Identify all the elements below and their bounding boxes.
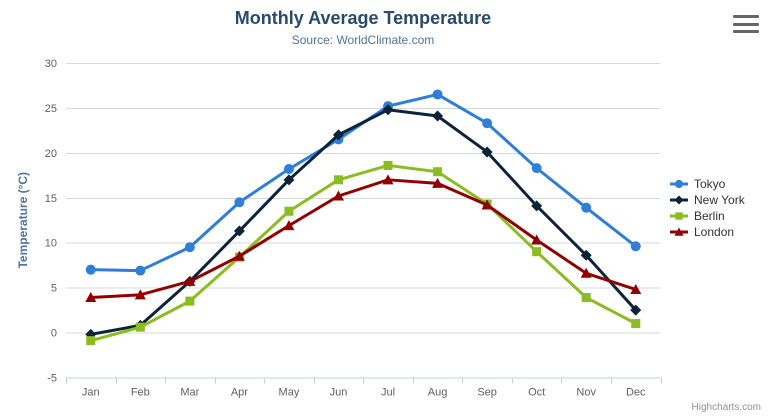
- x-axis-label: Dec: [626, 387, 646, 399]
- series-tokyo: [85, 89, 641, 276]
- data-point[interactable]: [185, 296, 195, 306]
- data-point[interactable]: [332, 129, 344, 141]
- chart-subtitle: Source: WorldClimate.com: [291, 33, 435, 47]
- data-point[interactable]: [233, 250, 245, 261]
- data-point[interactable]: [674, 195, 684, 205]
- y-axis-label: 5: [51, 283, 57, 295]
- series-london: [85, 174, 642, 303]
- legend-symbol-square-icon: [670, 212, 688, 220]
- y-axis-label: -5: [47, 373, 57, 385]
- x-axis-label: Jan: [82, 387, 100, 399]
- data-point[interactable]: [233, 225, 245, 237]
- data-point[interactable]: [674, 227, 684, 236]
- x-axis-label: Nov: [576, 387, 596, 399]
- data-point[interactable]: [630, 304, 642, 316]
- series-line-london[interactable]: [89, 178, 638, 300]
- data-point[interactable]: [432, 177, 444, 188]
- export-menu-button[interactable]: [733, 14, 759, 34]
- y-axis-label: 0: [51, 328, 57, 340]
- data-point[interactable]: [580, 249, 592, 261]
- data-point[interactable]: [283, 164, 294, 175]
- data-point[interactable]: [383, 160, 393, 170]
- data-point[interactable]: [382, 104, 394, 116]
- legend-symbol-diamond-icon: [670, 195, 688, 205]
- legend-item-berlin[interactable]: Berlin: [669, 208, 745, 224]
- y-axis-label: 15: [45, 193, 57, 205]
- data-point[interactable]: [675, 212, 683, 220]
- data-point[interactable]: [432, 110, 444, 122]
- data-point[interactable]: [85, 292, 97, 303]
- legend-label: New York: [694, 193, 745, 207]
- legend-label: London: [694, 225, 735, 239]
- data-point[interactable]: [580, 267, 592, 278]
- data-point[interactable]: [482, 118, 493, 129]
- data-point[interactable]: [432, 89, 443, 100]
- data-point[interactable]: [481, 199, 493, 210]
- x-axis-label: Jul: [381, 387, 395, 399]
- legend-item-london[interactable]: London: [669, 224, 745, 240]
- data-point[interactable]: [531, 163, 542, 174]
- data-point[interactable]: [531, 234, 543, 245]
- chart-title: Monthly Average Temperature: [234, 8, 492, 28]
- data-point[interactable]: [284, 206, 294, 216]
- series-new-york: [85, 104, 642, 340]
- data-point[interactable]: [433, 167, 443, 177]
- y-axis-title: Temperature (°C): [16, 172, 30, 269]
- data-point[interactable]: [630, 283, 642, 294]
- data-point[interactable]: [532, 247, 542, 257]
- y-axis-label: 20: [45, 148, 57, 160]
- legend: Tokyo New York Berlin London: [669, 176, 745, 240]
- legend-symbol-triangle-icon: [670, 227, 688, 236]
- data-point[interactable]: [184, 242, 195, 253]
- x-axis-label: Mar: [180, 387, 199, 399]
- y-axis-label: 30: [45, 58, 57, 70]
- data-point[interactable]: [382, 174, 394, 185]
- legend-item-tokyo[interactable]: Tokyo: [669, 176, 745, 192]
- series-line-berlin[interactable]: [89, 163, 638, 343]
- data-point[interactable]: [134, 289, 146, 300]
- data-point[interactable]: [85, 264, 96, 275]
- data-point[interactable]: [283, 174, 295, 186]
- data-point[interactable]: [581, 293, 591, 303]
- y-axis-label: 25: [45, 103, 57, 115]
- data-point[interactable]: [531, 200, 543, 212]
- data-point[interactable]: [333, 175, 343, 185]
- data-point[interactable]: [135, 265, 146, 276]
- data-point[interactable]: [283, 220, 295, 231]
- hamburger-icon: [733, 15, 759, 18]
- data-point[interactable]: [581, 202, 592, 213]
- x-axis-label: Aug: [428, 387, 448, 399]
- x-axis-label: May: [279, 387, 300, 399]
- x-axis-label: Oct: [528, 387, 545, 399]
- x-axis-label: Apr: [231, 387, 248, 399]
- data-point[interactable]: [86, 336, 96, 346]
- data-point[interactable]: [184, 275, 196, 286]
- legend-symbol-circle-icon: [670, 179, 688, 189]
- series-line-new-york[interactable]: [89, 108, 638, 336]
- x-axis-label: Feb: [131, 387, 150, 399]
- legend-label: Tokyo: [694, 177, 726, 191]
- data-point[interactable]: [332, 190, 344, 201]
- y-axis-label: 10: [45, 238, 57, 250]
- data-point[interactable]: [674, 179, 684, 189]
- data-point[interactable]: [234, 197, 245, 208]
- credits-link[interactable]: Highcharts.com: [691, 402, 761, 413]
- data-point[interactable]: [630, 241, 641, 252]
- data-point[interactable]: [135, 322, 145, 332]
- x-axis-label: Jun: [330, 387, 348, 399]
- data-point[interactable]: [481, 146, 493, 158]
- legend-label: Berlin: [694, 209, 725, 223]
- x-axis-label: Sep: [477, 387, 497, 399]
- legend-item-new-york[interactable]: New York: [669, 192, 745, 208]
- data-point[interactable]: [631, 319, 641, 329]
